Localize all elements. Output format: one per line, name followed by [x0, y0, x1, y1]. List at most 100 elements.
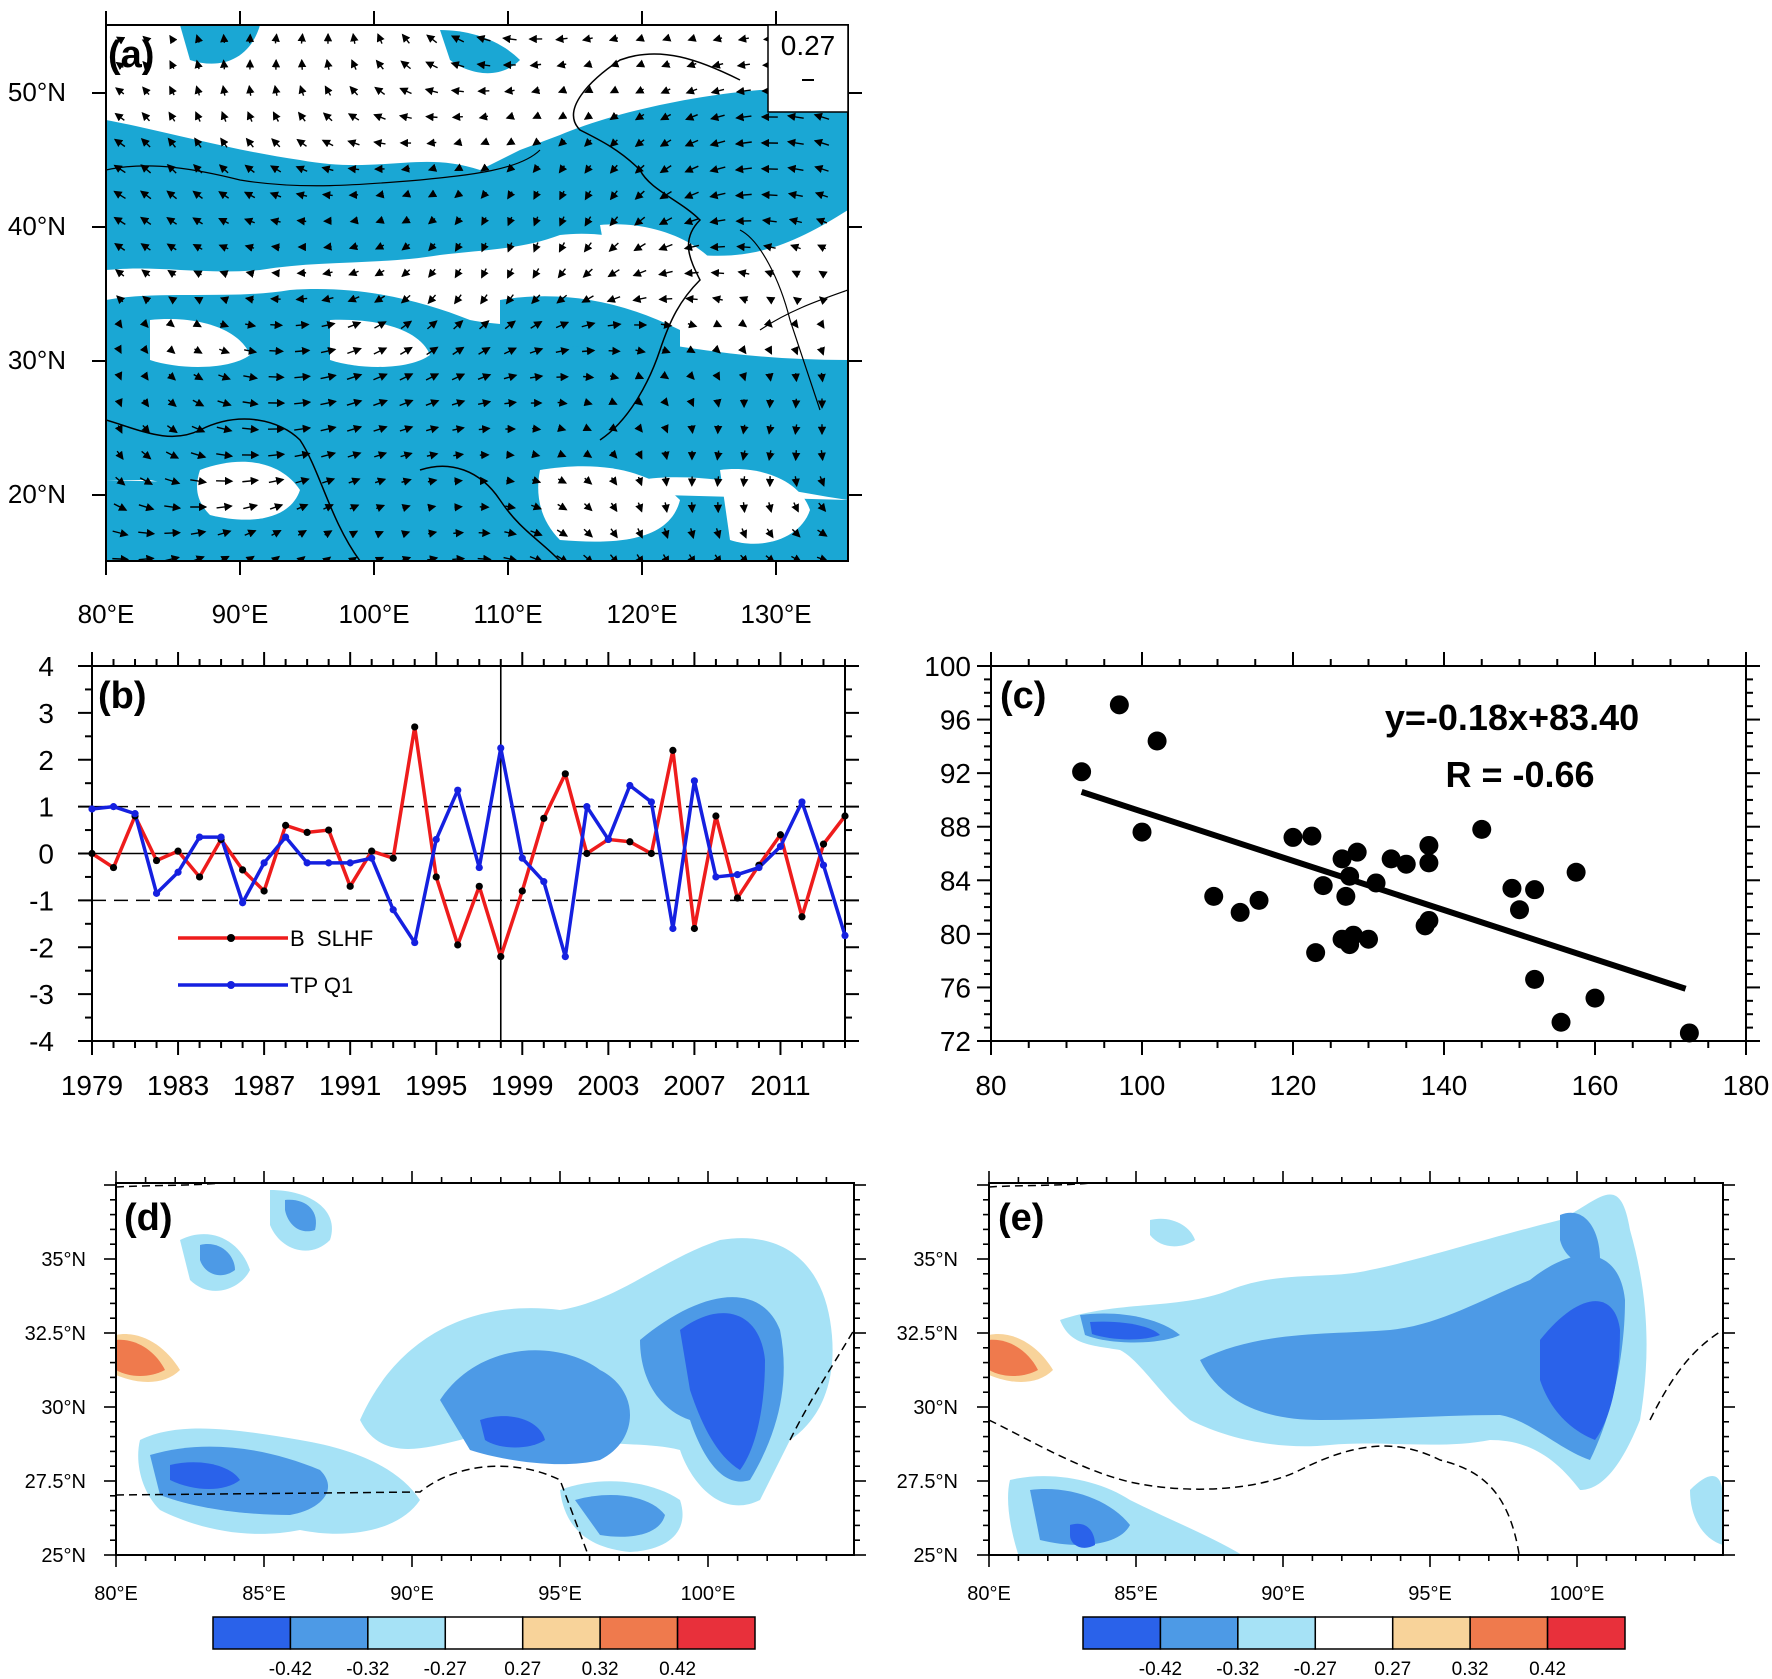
- point-b-slhf: [647, 849, 655, 858]
- wind-vector: [686, 60, 697, 69]
- colorbar-label: -0.32: [1216, 1659, 1259, 1679]
- point-tp-q1: [776, 842, 785, 851]
- scatter-point: [1510, 900, 1529, 920]
- wind-vector: [480, 163, 490, 172]
- wind-vector: [401, 242, 411, 251]
- point-b-slhf: [88, 849, 96, 858]
- y-tick-label: -3: [29, 979, 54, 1010]
- wind-vector: [658, 294, 673, 304]
- wind-vector: [481, 242, 489, 253]
- wind-vector: [269, 165, 282, 174]
- wind-vector: [350, 59, 359, 70]
- lat-label: 32.5°N: [25, 1323, 86, 1345]
- point-b-slhf: [497, 953, 505, 961]
- wind-vector: [635, 554, 644, 561]
- point-b-slhf: [669, 746, 677, 754]
- wind-vector: [243, 502, 259, 512]
- wind-vector: [245, 320, 257, 329]
- wind-vector: [786, 138, 804, 148]
- panel-d-label: (d): [124, 1197, 173, 1239]
- wind-vector: [164, 477, 181, 486]
- wind-vector: [765, 554, 776, 561]
- wind-vector: [193, 163, 203, 174]
- panel-a-ticks: [92, 11, 862, 575]
- wind-vector: [813, 138, 830, 147]
- wind-vector: [349, 216, 359, 225]
- point-b-slhf: [368, 847, 376, 855]
- lat-label: 27.5°N: [897, 1471, 958, 1493]
- point-tp-q1: [626, 781, 634, 790]
- lon-label: 110°E: [473, 599, 542, 629]
- wind-vector: [424, 87, 439, 96]
- x-tick-label: 120: [1270, 1070, 1317, 1101]
- point-tp-q1: [131, 810, 139, 818]
- wind-vector: [426, 138, 437, 147]
- scatter-point: [1396, 854, 1416, 874]
- lon-label: 80°E: [967, 1583, 1011, 1605]
- colorbar-segment: [289, 1616, 369, 1650]
- lon-label: 85°E: [242, 1583, 286, 1605]
- wind-vector: [608, 423, 618, 432]
- wind-vector: [787, 164, 804, 174]
- wind-vector: [427, 294, 437, 305]
- wind-vector: [709, 139, 726, 148]
- wind-vector: [531, 476, 542, 485]
- wind-vector: [454, 477, 464, 486]
- wind-vector: [506, 476, 516, 485]
- wind-vector: [555, 347, 570, 356]
- wind-vector: [660, 320, 673, 329]
- wind-vector: [558, 164, 568, 174]
- wind-vector: [426, 451, 439, 460]
- lat-label: 30°N: [41, 1397, 86, 1419]
- wind-vector: [190, 451, 207, 460]
- wind-vector: [168, 111, 177, 122]
- wind-vector: [634, 164, 645, 174]
- wind-vector: [243, 372, 259, 382]
- wind-vector: [400, 294, 411, 304]
- wind-vector: [529, 347, 544, 356]
- x-tick-label: 2007: [663, 1070, 725, 1101]
- y-tick-label: 1: [38, 792, 54, 823]
- wind-vector: [140, 164, 152, 174]
- wind-vector: [169, 85, 177, 96]
- wind-vector: [216, 425, 233, 434]
- wind-vector: [504, 528, 517, 537]
- wind-vector: [559, 190, 567, 201]
- wind-vector: [324, 85, 333, 96]
- wind-vector: [533, 216, 541, 227]
- wind-vector: [347, 165, 360, 174]
- panel-b-y-tick-labels: 4 3 2 1 0 -1 -2 -3 -4: [29, 651, 54, 1057]
- wind-vector: [140, 243, 151, 252]
- point-tp-q1: [303, 859, 311, 867]
- wind-vector: [530, 528, 543, 537]
- wind-vector: [115, 476, 126, 486]
- wind-vector: [790, 243, 801, 252]
- wind-vector: [711, 60, 724, 69]
- wind-vector: [322, 268, 333, 277]
- wind-vector: [583, 398, 593, 407]
- wind-vector: [321, 321, 336, 330]
- wind-vector: [166, 243, 177, 252]
- wind-vector: [347, 113, 360, 122]
- wind-vector: [710, 86, 725, 95]
- panel-b-label: (b): [98, 675, 147, 717]
- wind-vector: [761, 190, 778, 200]
- wind-vector: [218, 217, 229, 226]
- panel-e-contours: [989, 1183, 1723, 1555]
- wind-vector: [582, 449, 593, 458]
- wind-vector: [478, 425, 491, 434]
- wind-vector: [734, 164, 752, 174]
- wind-vector: [608, 242, 619, 252]
- panel-d-lat-labels: 35°N 32.5°N 30°N 27.5°N 25°N: [25, 1249, 86, 1567]
- colorbar-label: -0.42: [1139, 1659, 1182, 1679]
- wind-vector: [193, 372, 204, 381]
- point-tp-q1: [325, 859, 333, 867]
- wind-vector: [685, 112, 698, 121]
- wind-vector: [113, 138, 126, 148]
- point-tp-q1: [282, 833, 290, 841]
- colorbar-label: 0.42: [659, 1659, 696, 1679]
- point-tp-q1: [647, 798, 655, 806]
- wind-vector: [323, 530, 333, 539]
- point-b-slhf: [152, 856, 161, 865]
- scatter-point: [1525, 969, 1545, 989]
